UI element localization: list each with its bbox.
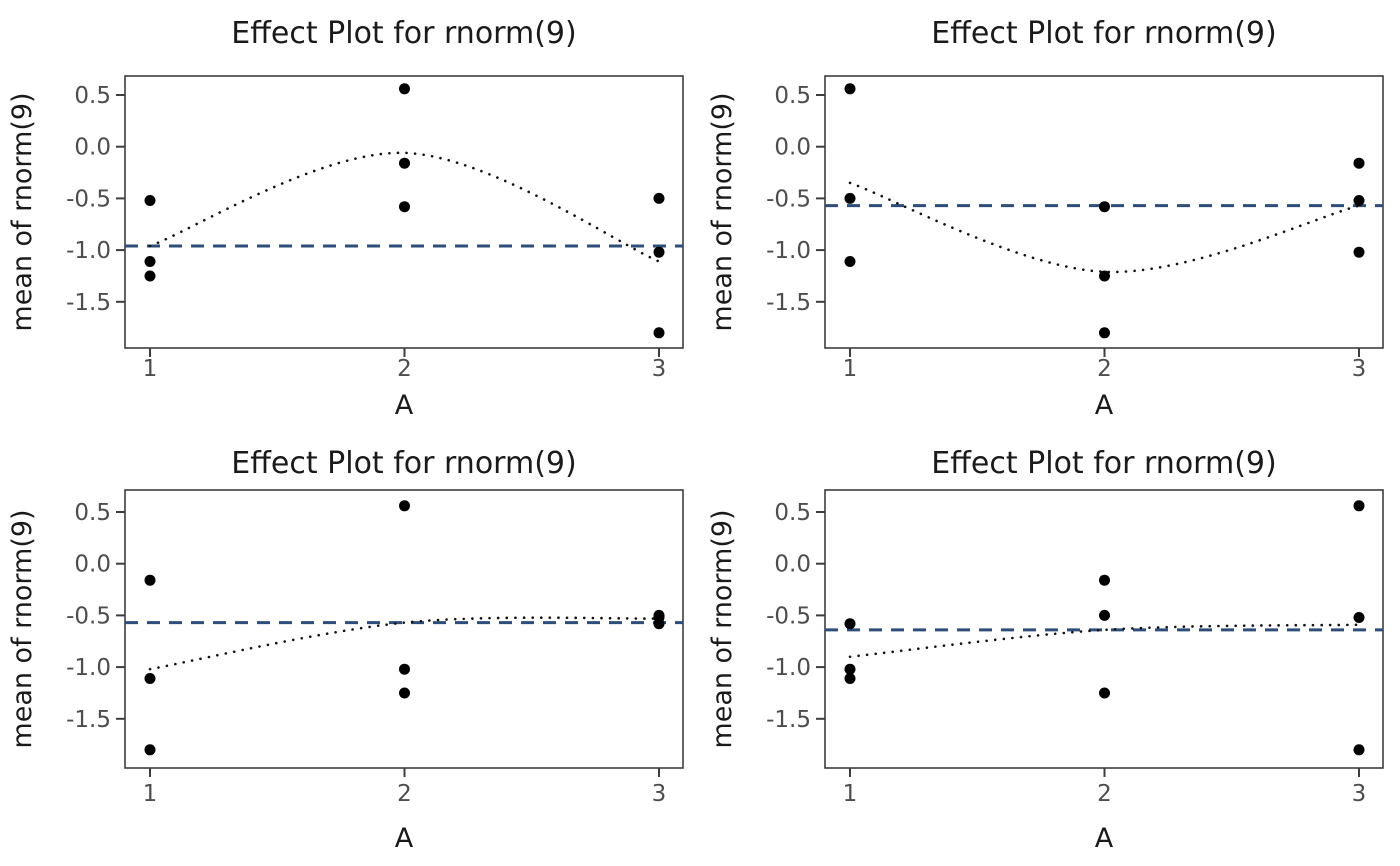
effect-plot-panel-bottom-right: 0.5 0.0 -0.5 -1.0 -1.5 1 2 3 Effect Plot for rno… — [700, 433, 1400, 866]
data-point — [844, 192, 856, 204]
data-point — [144, 270, 156, 282]
data-point — [1353, 744, 1365, 756]
x-tick-label: 2 — [397, 781, 412, 807]
data-point — [844, 618, 856, 630]
y-axis-label: mean of rnorm(9) — [7, 509, 38, 748]
data-point — [844, 256, 856, 267]
plot-box — [124, 489, 684, 769]
y-tick-label: 0.0 — [74, 552, 111, 578]
data-point — [144, 256, 156, 267]
effect-plot-panel-bottom-left: 0.5 0.0 -0.5 -1.0 -1.5 1 2 3 Effect Plot for rno… — [0, 433, 700, 866]
data-point — [144, 744, 156, 756]
chart-title: Effect Plot for rnorm(9) — [231, 446, 576, 481]
plot-svg: 0.5 0.0 -0.5 -1.0 -1.5 1 2 3 Effect Plot for rno… — [7, 16, 684, 421]
data-point — [844, 83, 856, 95]
y-tick-label: -1.0 — [766, 238, 811, 264]
x-tick-label: 3 — [652, 356, 667, 382]
plot-svg: 0.5 0.0 -0.5 -1.0 -1.5 1 2 3 Effect Plot for rno… — [707, 16, 1384, 421]
y-tick-label: -0.5 — [766, 186, 811, 212]
data-point — [1353, 246, 1365, 258]
y-axis-label: mean of rnorm(9) — [707, 92, 738, 331]
y-tick-label: 0.5 — [774, 500, 811, 526]
y-axis-label: mean of rnorm(9) — [7, 92, 38, 331]
y-tick-label: 0.5 — [74, 83, 111, 109]
y-tick-label: -1.5 — [66, 707, 111, 733]
data-point — [144, 574, 156, 586]
data-point — [1353, 195, 1365, 206]
y-tick-label: 0.5 — [74, 500, 111, 526]
chart-title: Effect Plot for rnorm(9) — [231, 16, 576, 51]
data-point — [653, 327, 665, 339]
data-point — [653, 246, 665, 258]
x-tick-label: 2 — [397, 356, 412, 382]
y-tick-label: -1.0 — [766, 655, 811, 681]
y-tick-label: -0.5 — [766, 603, 811, 629]
group-means-dotted-curve — [148, 616, 661, 671]
x-tick-label: 3 — [652, 781, 667, 807]
data-point — [1353, 612, 1365, 623]
data-point — [144, 673, 156, 684]
data-point — [1353, 157, 1365, 169]
data-point — [1353, 500, 1365, 512]
y-tick-label: 0.0 — [74, 135, 111, 161]
y-tick-label: -1.0 — [66, 655, 111, 681]
x-axis-label: A — [1095, 823, 1114, 854]
data-point — [1099, 327, 1110, 339]
y-tick-label: 0.0 — [774, 552, 811, 578]
x-axis-label: A — [1095, 390, 1114, 421]
data-point — [144, 195, 156, 206]
data-point — [399, 83, 410, 95]
chart-title: Effect Plot for rnorm(9) — [931, 446, 1276, 481]
y-tick-label: -1.5 — [766, 290, 811, 316]
y-tick-label: -0.5 — [66, 186, 111, 212]
data-point — [653, 192, 665, 204]
x-tick-label: 1 — [143, 356, 158, 382]
group-means-dotted-curve — [848, 623, 1361, 659]
x-tick-label: 2 — [1097, 356, 1112, 382]
effect-plot-panel-top-left: 0.5 0.0 -0.5 -1.0 -1.5 1 2 3 Effect Plot for rno… — [0, 0, 700, 433]
x-axis-label: A — [395, 390, 414, 421]
data-point — [1099, 574, 1110, 586]
y-tick-label: 0.5 — [774, 83, 811, 109]
plot-svg: 0.5 0.0 -0.5 -1.0 -1.5 1 2 3 Effect Plot for rno… — [7, 446, 684, 854]
data-point — [1099, 201, 1110, 213]
data-point — [653, 618, 665, 630]
x-tick-label: 1 — [843, 781, 858, 807]
y-tick-label: -0.5 — [66, 603, 111, 629]
x-tick-label: 3 — [1352, 781, 1367, 807]
effect-plot-panel-top-right: 0.5 0.0 -0.5 -1.0 -1.5 1 2 3 Effect Plot for rno… — [700, 0, 1400, 433]
data-point — [399, 500, 410, 512]
data-point — [399, 157, 410, 169]
x-tick-label: 3 — [1352, 356, 1367, 382]
data-point — [1099, 687, 1110, 699]
y-tick-label: -1.5 — [66, 290, 111, 316]
x-tick-label: 1 — [143, 781, 158, 807]
data-point — [1099, 609, 1110, 621]
data-point — [844, 673, 856, 684]
data-point — [1099, 270, 1110, 282]
y-tick-label: 0.0 — [774, 135, 811, 161]
x-tick-label: 2 — [1097, 781, 1112, 807]
plot-svg: 0.5 0.0 -0.5 -1.0 -1.5 1 2 3 Effect Plot for rno… — [707, 446, 1384, 854]
x-axis-label: A — [395, 823, 414, 854]
y-tick-label: -1.5 — [766, 707, 811, 733]
data-point — [399, 687, 410, 699]
y-tick-label: -1.0 — [66, 238, 111, 264]
y-axis-label: mean of rnorm(9) — [707, 509, 738, 748]
data-point — [399, 663, 410, 675]
chart-title: Effect Plot for rnorm(9) — [931, 16, 1276, 51]
x-tick-label: 1 — [843, 356, 858, 382]
data-point — [399, 201, 410, 213]
group-means-dotted-curve — [148, 151, 661, 263]
data-point — [844, 663, 856, 675]
